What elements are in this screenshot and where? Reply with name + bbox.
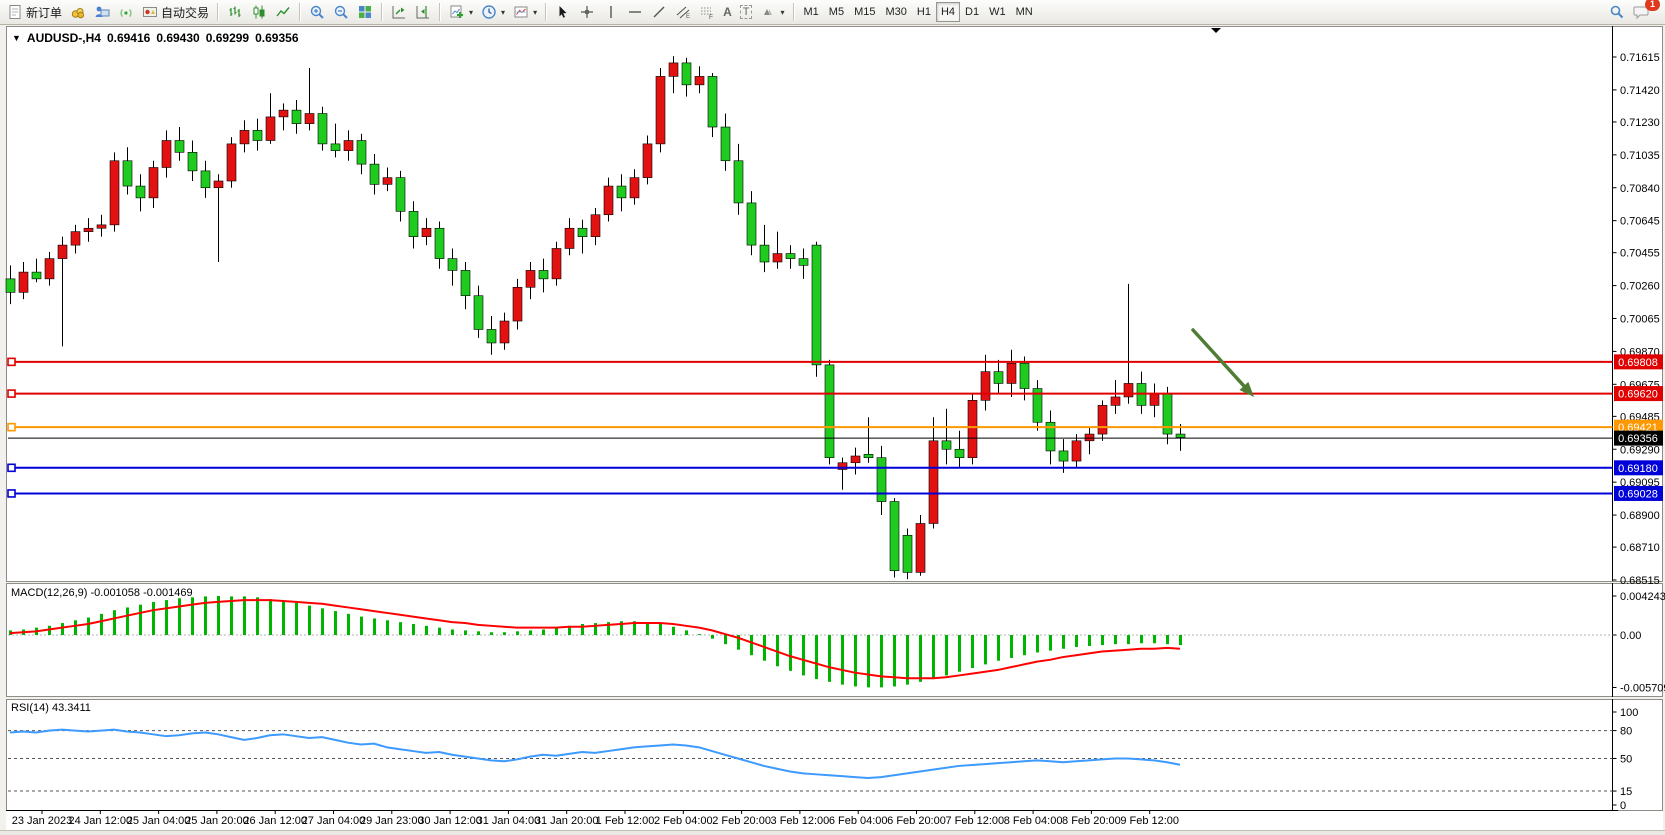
zoom-out-button[interactable] (329, 2, 353, 23)
dropdown-caret-icon: ▾ (469, 7, 474, 17)
toolbar-separator (381, 3, 384, 21)
rsi-value: 43.3411 (51, 702, 91, 714)
tile-windows-icon (359, 6, 372, 18)
vertical-line-icon (610, 6, 612, 18)
new-order-label: 新订单 (26, 5, 63, 20)
macd-label: MACD(12,26,9) (11, 587, 88, 599)
svg-text:F: F (709, 14, 713, 20)
templates-button[interactable]: ▾ (509, 2, 541, 23)
bar-chart-button[interactable] (223, 2, 247, 23)
toolbar-separator (792, 3, 795, 21)
search-button[interactable] (1605, 2, 1629, 23)
arrow-shapes-icon (764, 9, 773, 15)
notification-badge: 1 (1645, 0, 1660, 11)
time-axis-strip[interactable] (6, 811, 1663, 831)
channel-tool-button[interactable]: E (671, 2, 695, 23)
text-tool-label: A (723, 5, 732, 19)
toolbar-separator (439, 3, 442, 21)
fibonacci-tool-button[interactable]: F (695, 2, 719, 23)
zoom-in-icon (310, 5, 324, 19)
toolbar: 新订单 (0, 0, 1665, 25)
horizontal-line-tool-button[interactable] (623, 2, 647, 23)
textbox-tool-label: T (739, 5, 753, 19)
timeframe-button-h1[interactable]: H1 (912, 2, 936, 22)
auto-scroll-icon (392, 6, 406, 19)
dropdown-caret-icon: ▾ (501, 7, 506, 17)
equidistant-channel-icon: E (676, 6, 690, 20)
dropdown-caret-icon: ▾ (533, 7, 538, 17)
macd-values: -0.001058 -0.001469 (90, 587, 193, 599)
toolbar-separator (299, 3, 302, 21)
timeframe-button-m30[interactable]: M30 (880, 2, 911, 22)
zoom-out-icon (334, 5, 348, 19)
main-chart-panel[interactable] (6, 26, 1663, 582)
arrows-tool-button[interactable]: ▾ (756, 2, 788, 23)
trendline-icon (653, 6, 665, 18)
new-order-button[interactable]: 新订单 (3, 2, 66, 23)
crosshair-icon (581, 6, 594, 18)
symbol-period-label: AUDUSD-,H4 (26, 31, 101, 45)
timeframe-button-mn[interactable]: MN (1011, 2, 1038, 22)
candlestick-chart-button[interactable] (247, 2, 271, 23)
open-value: 0.69416 (106, 31, 151, 45)
rsi-header: RSI(14) 43.3411 (11, 702, 91, 714)
auto-trading-button[interactable]: 自动交易 (138, 2, 213, 23)
periods-button[interactable]: ▾ (477, 2, 509, 23)
clock-icon (482, 5, 496, 19)
high-value: 0.69430 (156, 31, 200, 45)
auto-trading-label: 自动交易 (161, 5, 210, 20)
horizontal-line-icon (629, 11, 642, 13)
new-chart-button[interactable]: ▾ (445, 2, 477, 23)
toolbar-separator (545, 3, 548, 21)
timeframe-button-m15[interactable]: M15 (849, 2, 880, 22)
macd-panel[interactable] (6, 583, 1663, 697)
gold-button[interactable] (66, 2, 90, 23)
macd-header: MACD(12,26,9) -0.001058 -0.001469 (11, 587, 193, 599)
rsi-label: RSI(14) (11, 702, 49, 714)
text-tool-button[interactable]: A (719, 2, 736, 23)
candlestick-chart-icon (253, 5, 265, 19)
symbol-dropdown-icon[interactable]: ▼ (12, 33, 21, 43)
rsi-panel[interactable] (6, 699, 1663, 811)
template-icon (514, 6, 528, 18)
dropdown-caret-icon: ▾ (780, 7, 785, 17)
tile-windows-button[interactable] (353, 2, 377, 23)
timeframe-button-w1[interactable]: W1 (984, 2, 1011, 22)
search-icon (1610, 5, 1624, 19)
fibonacci-icon: F (701, 7, 713, 20)
auto-scroll-button[interactable] (387, 2, 411, 23)
auto-trading-icon (143, 7, 158, 17)
bar-chart-icon (229, 6, 241, 17)
client-terminal-button[interactable] (90, 2, 114, 23)
new-chart-icon (450, 5, 464, 18)
new-order-icon (9, 5, 21, 19)
gold-ingot-icon (71, 8, 85, 19)
cursor-icon (559, 6, 567, 18)
timeframe-button-m5[interactable]: M5 (824, 2, 849, 22)
chart-title: ▼ AUDUSD-,H4 0.69416 0.69430 0.69299 0.6… (12, 31, 299, 45)
chart-shift-icon (416, 6, 430, 19)
chart-shift-button[interactable] (411, 2, 435, 23)
signals-button[interactable] (114, 2, 138, 23)
person-computer-icon (95, 6, 110, 17)
trendline-tool-button[interactable] (647, 2, 671, 23)
line-chart-icon (276, 7, 290, 17)
signal-icon (120, 9, 132, 17)
text-label-tool-button[interactable]: T (736, 2, 757, 23)
svg-text:E: E (686, 14, 690, 20)
zoom-in-button[interactable] (305, 2, 329, 23)
timeframe-button-h4[interactable]: H4 (935, 2, 960, 22)
window-footer (0, 830, 1665, 835)
vertical-line-tool-button[interactable] (599, 2, 623, 23)
line-chart-button[interactable] (271, 2, 295, 23)
timeframe-button-m1[interactable]: M1 (799, 2, 824, 22)
toolbar-separator (217, 3, 220, 21)
close-value: 0.69356 (255, 31, 299, 45)
low-value: 0.69299 (205, 31, 250, 45)
timeframe-button-d1[interactable]: D1 (960, 2, 984, 22)
crosshair-tool-button[interactable] (575, 2, 599, 23)
cursor-tool-button[interactable] (551, 2, 575, 23)
